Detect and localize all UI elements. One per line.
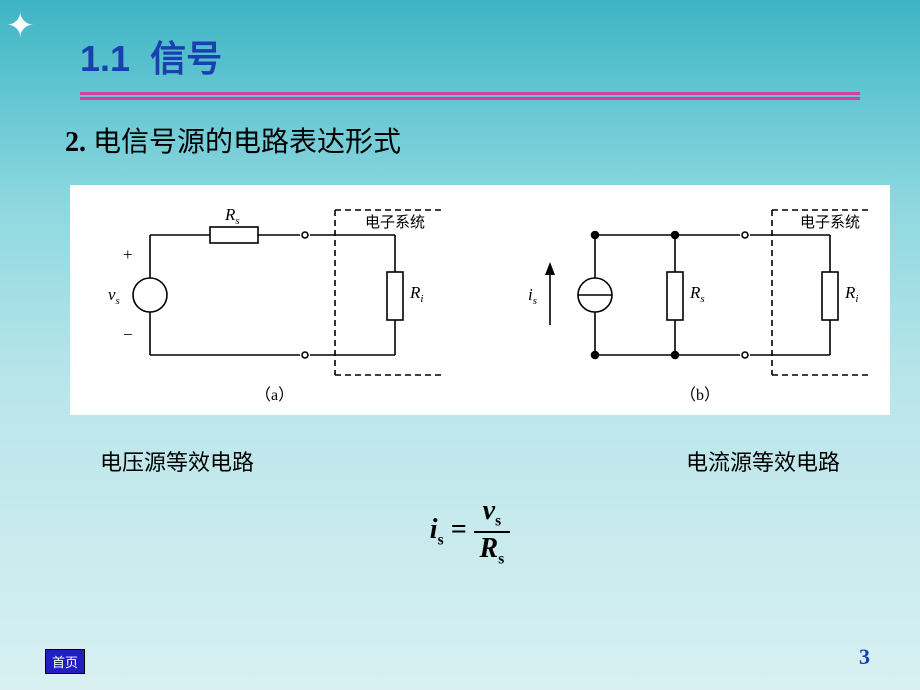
svg-text:Rs: Rs <box>689 283 705 305</box>
diagram-captions: 电压源等效电路 电流源等效电路 <box>100 445 840 477</box>
svg-text:（b）: （b） <box>680 386 720 404</box>
subtitle-text: 电信号源的电路表达形式 <box>93 127 401 158</box>
slide-content: 1.1 信号 2. 电信号源的电路表达形式 <box>0 0 920 568</box>
title-rule <box>80 92 860 100</box>
svg-text:vs: vs <box>108 285 120 307</box>
subtitle-number: 2. <box>65 127 86 158</box>
section-number: 1.1 <box>80 38 130 79</box>
svg-text:Ri: Ri <box>409 283 423 305</box>
formula-fraction: vs Rs <box>474 495 511 568</box>
current-source-circuit: is Rs Ri 电子系统 （b） <box>510 200 880 410</box>
svg-text:电子系统: 电子系统 <box>365 214 425 231</box>
section-title: 1.1 信号 <box>80 30 860 82</box>
left-caption: 电压源等效电路 <box>100 445 254 477</box>
diagram-panel: Rs Ri + vs − 电子系统 （a） <box>70 185 890 415</box>
svg-text:Ri: Ri <box>844 283 858 305</box>
subtitle: 2. 电信号源的电路表达形式 <box>65 120 860 160</box>
formula-lhs: is <box>430 514 451 545</box>
svg-text:+: + <box>123 245 133 264</box>
right-caption: 电流源等效电路 <box>686 445 840 477</box>
formula: is = vs Rs <box>80 495 860 568</box>
voltage-source-circuit: Rs Ri + vs − 电子系统 （a） <box>95 200 455 410</box>
svg-text:is: is <box>528 285 537 307</box>
svg-text:电子系统: 电子系统 <box>800 214 860 231</box>
svg-text:−: − <box>123 325 133 344</box>
home-button[interactable]: 首页 <box>45 649 85 674</box>
title-text: 信号 <box>150 38 222 79</box>
svg-text:（a）: （a） <box>255 386 294 404</box>
formula-eq: = <box>451 514 474 545</box>
svg-text:Rs: Rs <box>224 205 240 227</box>
star-decoration: ✦ <box>6 6 35 46</box>
page-number: 3 <box>859 644 870 670</box>
